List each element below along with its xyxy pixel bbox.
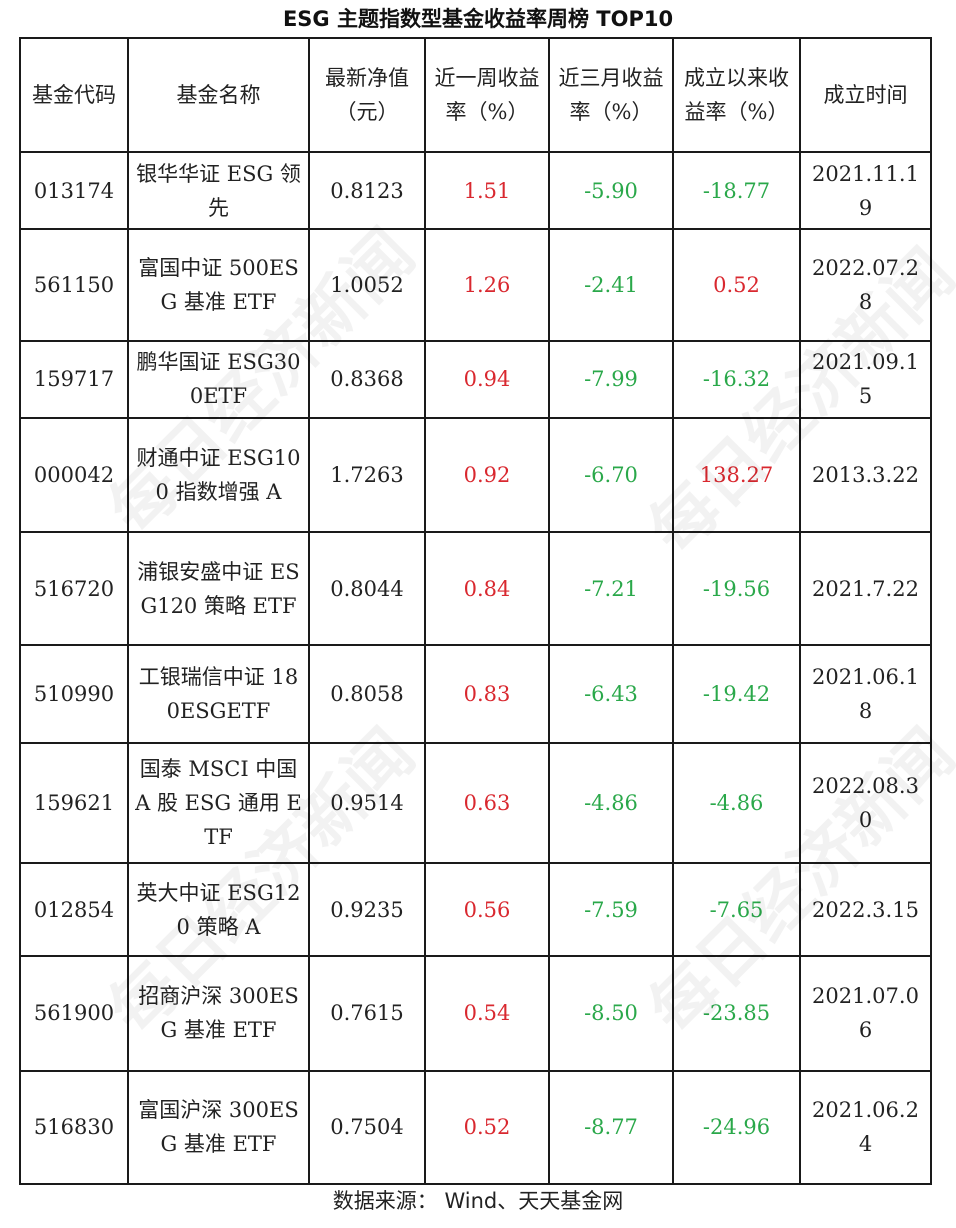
cell-three-month-return: -6.43 xyxy=(548,644,674,744)
cell-fund-code: 159717 xyxy=(19,339,129,419)
cell-inception-date: 2021.7.22 xyxy=(799,531,932,647)
cell-fund-name: 富国沪深 300ESG 基准 ETF xyxy=(127,1069,310,1186)
header-inception-date: 成立时间 xyxy=(799,37,932,153)
cell-since-inception-return: 138.27 xyxy=(672,416,801,534)
cell-three-month-return: -5.90 xyxy=(548,150,674,231)
cell-fund-name: 富国中证 500ESG 基准 ETF xyxy=(127,228,310,342)
cell-week-return: 0.94 xyxy=(424,339,550,419)
table-row: 013174 银华华证 ESG 领先 0.8123 1.51 -5.90 -18.77 20… xyxy=(19,150,932,231)
cell-nav: 1.0052 xyxy=(308,228,426,342)
header-since-inception-return: 成立以来收益率（%） xyxy=(672,37,801,153)
cell-nav: 0.8044 xyxy=(308,531,426,647)
cell-week-return: 0.84 xyxy=(424,531,550,647)
cell-since-inception-return: -7.65 xyxy=(672,862,801,958)
cell-inception-date: 2021.06.18 xyxy=(799,644,932,744)
cell-week-return: 0.92 xyxy=(424,416,550,534)
cell-three-month-return: -8.50 xyxy=(548,955,674,1072)
cell-week-return: 1.51 xyxy=(424,150,550,231)
cell-week-return: 0.56 xyxy=(424,862,550,958)
table-row: 510990 工银瑞信中证 180ESGETF 0.8058 0.83 -6.43 -19… xyxy=(19,644,932,744)
cell-nav: 0.7615 xyxy=(308,955,426,1072)
cell-inception-date: 2021.07.06 xyxy=(799,955,932,1072)
cell-inception-date: 2022.3.15 xyxy=(799,862,932,958)
cell-fund-code: 516720 xyxy=(19,531,129,647)
table-row: 561150 富国中证 500ESG 基准 ETF 1.0052 1.26 -2.41 0… xyxy=(19,228,932,342)
cell-fund-code: 561150 xyxy=(19,228,129,342)
table-row: 516830 富国沪深 300ESG 基准 ETF 0.7504 0.52 -8.77-… xyxy=(19,1069,932,1186)
cell-fund-code: 516830 xyxy=(19,1069,129,1186)
cell-nav: 0.7504 xyxy=(308,1069,426,1186)
cell-week-return: 1.26 xyxy=(424,228,550,342)
table-row: 000042 财通中证 ESG100 指数增强 A 1.7263 0.92 -6.70 1… xyxy=(19,416,932,534)
cell-fund-name: 国泰 MSCI 中国 A 股 ESG 通用 ETF xyxy=(127,741,310,865)
cell-since-inception-return: -19.42 xyxy=(672,644,801,744)
cell-nav: 0.8058 xyxy=(308,644,426,744)
cell-since-inception-return: -23.85 xyxy=(672,955,801,1072)
cell-nav: 0.8123 xyxy=(308,150,426,231)
cell-fund-code: 013174 xyxy=(19,150,129,231)
cell-since-inception-return: -18.77 xyxy=(672,150,801,231)
cell-three-month-return: -6.70 xyxy=(548,416,674,534)
header-row: 基金代码 基金名称 最新净值（元） 近一周收益率（%） 近三月收益率（%） 成立… xyxy=(19,37,932,153)
header-week-return: 近一周收益率（%） xyxy=(424,37,550,153)
header-three-month-return: 近三月收益率（%） xyxy=(548,37,674,153)
cell-fund-name: 招商沪深 300ESG 基准 ETF xyxy=(127,955,310,1072)
table-row: 159621 国泰 MSCI 中国 A 股 ESG 通用 ETF 0.9514 0.6… xyxy=(19,741,932,865)
cell-fund-name: 浦银安盛中证 ESG120 策略 ETF xyxy=(127,531,310,647)
table-row: 561900 招商沪深 300ESG 基准 ETF 0.7615 0.54 -8.50-… xyxy=(19,955,932,1072)
cell-fund-code: 000042 xyxy=(19,416,129,534)
header-name: 基金名称 xyxy=(127,37,310,153)
cell-fund-name: 财通中证 ESG100 指数增强 A xyxy=(127,416,310,534)
cell-nav: 0.9235 xyxy=(308,862,426,958)
cell-inception-date: 2022.07.28 xyxy=(799,228,932,342)
cell-three-month-return: -2.41 xyxy=(548,228,674,342)
cell-since-inception-return: -24.96 xyxy=(672,1069,801,1186)
table-title: ESG 主题指数型基金收益率周榜 TOP10 xyxy=(282,7,674,31)
cell-week-return: 0.52 xyxy=(424,1069,550,1186)
header-nav: 最新净值（元） xyxy=(308,37,426,153)
cell-three-month-return: -7.99 xyxy=(548,339,674,419)
cell-fund-code: 561900 xyxy=(19,955,129,1072)
cell-week-return: 0.54 xyxy=(424,955,550,1072)
table-row: 516720 浦银安盛中证 ESG120 策略 ETF 0.8044 0.84 -7.2… xyxy=(19,531,932,647)
cell-inception-date: 2013.3.22 xyxy=(799,416,932,534)
cell-three-month-return: -4.86 xyxy=(548,741,674,865)
cell-fund-name: 工银瑞信中证 180ESGETF xyxy=(127,644,310,744)
cell-fund-name: 英大中证 ESG120 策略 A xyxy=(127,862,310,958)
fund-ranking-table: 基金代码 基金名称 最新净值（元） 近一周收益率（%） 近三月收益率（%） 成立… xyxy=(19,37,932,1186)
cell-fund-code: 510990 xyxy=(19,644,129,744)
cell-fund-name: 银华华证 ESG 领先 xyxy=(127,150,310,231)
data-source: 数据来源： Wind、天天基金网 xyxy=(332,1189,624,1213)
cell-nav: 0.9514 xyxy=(308,741,426,865)
table-row: 012854 英大中证 ESG120 策略 A 0.9235 0.56 -7.59 -7.… xyxy=(19,862,932,958)
table-body: 013174 银华华证 ESG 领先 0.8123 1.51 -5.90 -18.77 20… xyxy=(19,150,932,1186)
cell-inception-date: 2022.08.30 xyxy=(799,741,932,865)
cell-inception-date: 2021.06.24 xyxy=(799,1069,932,1186)
header-code: 基金代码 xyxy=(19,37,129,153)
cell-week-return: 0.83 xyxy=(424,644,550,744)
cell-fund-code: 159621 xyxy=(19,741,129,865)
cell-three-month-return: -7.59 xyxy=(548,862,674,958)
cell-nav: 1.7263 xyxy=(308,416,426,534)
cell-inception-date: 2021.11.19 xyxy=(799,150,932,231)
cell-fund-name: 鹏华国证 ESG300ETF xyxy=(127,339,310,419)
table-row: 159717 鹏华国证 ESG300ETF 0.8368 0.94 -7.99 -16.3… xyxy=(19,339,932,419)
cell-three-month-return: -7.21 xyxy=(548,531,674,647)
cell-since-inception-return: 0.52 xyxy=(672,228,801,342)
cell-inception-date: 2021.09.15 xyxy=(799,339,932,419)
cell-since-inception-return: -16.32 xyxy=(672,339,801,419)
cell-three-month-return: -8.77 xyxy=(548,1069,674,1186)
cell-since-inception-return: -4.86 xyxy=(672,741,801,865)
cell-fund-code: 012854 xyxy=(19,862,129,958)
cell-nav: 0.8368 xyxy=(308,339,426,419)
cell-week-return: 0.63 xyxy=(424,741,550,865)
cell-since-inception-return: -19.56 xyxy=(672,531,801,647)
